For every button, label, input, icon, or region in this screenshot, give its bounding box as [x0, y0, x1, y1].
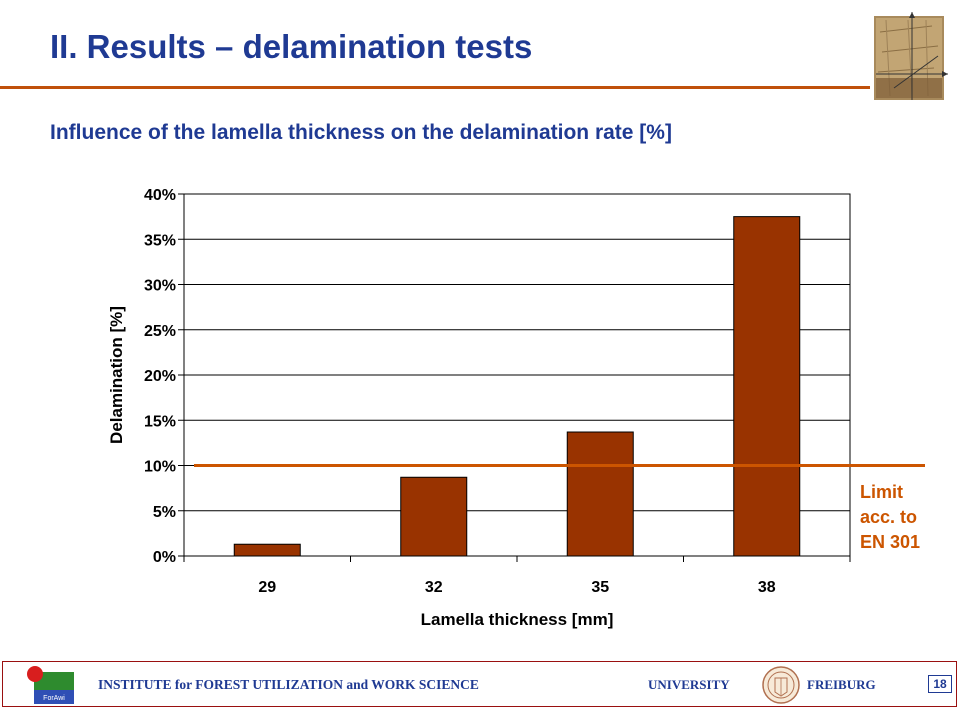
bar [733, 216, 801, 557]
y-tick-label: 40% [144, 187, 176, 204]
logo-text: ForAwi [43, 695, 65, 702]
x-tick-label: 32 [425, 579, 443, 596]
page-number: 18 [928, 675, 952, 693]
x-tick-label: 38 [758, 579, 776, 596]
limit-label: Limit [860, 482, 903, 502]
bar [566, 431, 634, 557]
y-tick-label: 10% [144, 459, 176, 476]
y-tick-label: 35% [144, 232, 176, 249]
footer-bar [2, 661, 957, 707]
slide-title: II. Results – delamination tests [50, 28, 533, 65]
bar [400, 476, 468, 557]
footer-institute: INSTITUTE for FOREST UTILIZATION and WOR… [98, 677, 479, 692]
footer-city: FREIBURG [807, 677, 876, 692]
y-tick-label: 25% [144, 323, 176, 340]
x-tick-label: 35 [591, 579, 609, 596]
wood-sample-photo [874, 12, 948, 100]
limit-label: EN 301 [860, 532, 920, 552]
bar [233, 543, 301, 557]
y-tick-label: 5% [153, 504, 176, 521]
footer-university: UNIVERSITY [648, 677, 730, 692]
y-tick-label: 20% [144, 368, 176, 385]
limit-label: acc. to [860, 507, 917, 527]
slide-subtitle: Influence of the lamella thickness on th… [50, 121, 672, 144]
x-tick-label: 29 [258, 579, 276, 596]
x-axis-title: Lamella thickness [mm] [421, 610, 614, 629]
y-tick-label: 30% [144, 278, 176, 295]
title-underline [0, 86, 870, 89]
y-tick-label: 0% [153, 549, 176, 566]
y-axis-title: Delamination [%] [107, 306, 126, 444]
university-seal-icon [762, 666, 800, 704]
delamination-bar-chart: 0% 5% 10% 15% 20% 25% 30% 35% 40% 29 32 35 38 Lamella… [107, 187, 925, 629]
y-tick-label: 15% [144, 413, 176, 430]
forawi-logo: ForAwi [27, 666, 74, 704]
